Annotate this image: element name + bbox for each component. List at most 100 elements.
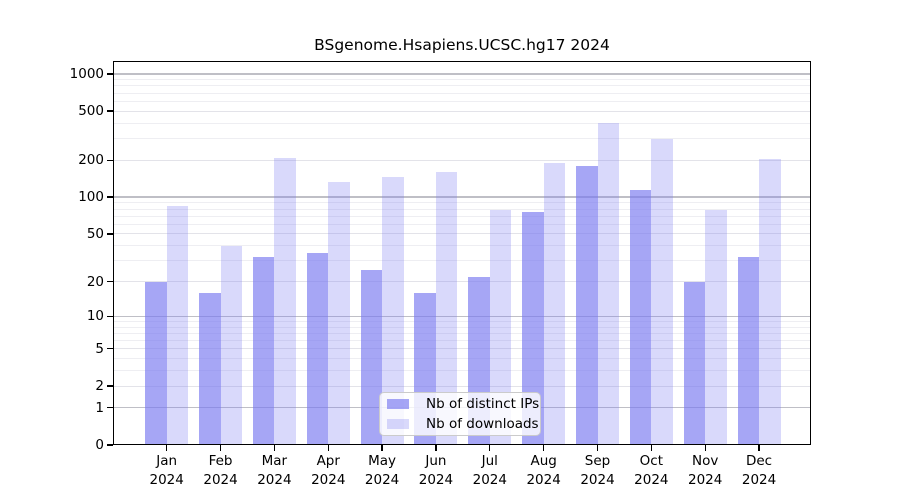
gridline-10: [113, 315, 811, 317]
gridline-100: [113, 196, 811, 198]
bar-downloads-jan: [166, 205, 189, 445]
y-tick-label-200: 200: [78, 152, 104, 169]
bar-ips-may: [360, 270, 383, 445]
bar-downloads-apr: [328, 181, 350, 445]
legend-item-ips: Nb of distinct IPs: [380, 395, 540, 413]
x-tick-label-oct: Oct 2024: [634, 453, 669, 488]
gridline-minor-400: [113, 122, 811, 124]
y-tick-5: [107, 348, 113, 350]
x-tick-label-sep: Sep 2024: [580, 453, 615, 488]
x-tick-label-feb: Feb 2024: [203, 453, 238, 488]
gridline-minor-60: [113, 223, 811, 225]
gridline-minor-700: [113, 92, 811, 94]
legend-swatch-ips: [387, 399, 409, 409]
gridline-minor-7: [113, 332, 811, 334]
x-tick-sep: [596, 445, 599, 451]
bar-ips-sep: [576, 165, 598, 445]
gridline-minor-900: [113, 79, 811, 81]
y-tick-label-100: 100: [78, 189, 104, 206]
bar-downloads-dec: [759, 159, 781, 445]
gridline-1000: [113, 73, 811, 75]
bar-downloads-may: [382, 177, 404, 445]
chart-title: BSgenome.Hsapiens.UCSC.hg17 2024: [314, 36, 610, 54]
y-tick-500: [107, 110, 113, 112]
x-tick-dec: [758, 445, 760, 451]
bar-ips-aug: [522, 212, 544, 445]
x-tick-may: [381, 445, 383, 451]
x-tick-jan: [166, 445, 168, 451]
gridline-minor-70: [113, 215, 811, 217]
x-tick-oct: [650, 445, 653, 451]
bar-downloads-nov: [705, 210, 727, 445]
y-tick-label-10: 10: [86, 308, 104, 325]
plot-area: [113, 61, 811, 445]
bar-downloads-jun: [435, 172, 458, 445]
y-tick-label-50: 50: [86, 225, 104, 242]
gridline-minor-90: [113, 202, 811, 204]
bar-ips-feb: [199, 292, 221, 445]
gridline-minor-4: [113, 358, 811, 360]
bar-downloads-oct: [651, 139, 673, 445]
y-tick-label-2: 2: [95, 378, 104, 394]
y-tick-200: [107, 159, 113, 161]
y-tick-1000: [107, 73, 113, 75]
x-tick-label-may: May 2024: [364, 453, 400, 488]
bar-ips-jan: [145, 281, 167, 445]
legend-label-ips: Nb of distinct IPs: [426, 396, 540, 412]
bar-ips-dec: [737, 257, 760, 445]
legend: Nb of distinct IPs Nb of downloads: [379, 392, 541, 436]
gridline-minor-300: [113, 138, 811, 140]
y-tick-50: [107, 233, 113, 235]
x-tick-label-mar: Mar 2024: [257, 453, 292, 488]
y-tick-label-1: 1: [95, 399, 104, 416]
x-tick-jun: [435, 445, 437, 451]
gridline-minor-40: [113, 245, 811, 247]
y-tick-2: [107, 385, 113, 387]
gridline-5: [113, 348, 811, 350]
x-tick-label-aug: Aug 2024: [526, 453, 561, 488]
y-tick-label-500: 500: [78, 103, 104, 120]
legend-swatch-downloads: [387, 419, 409, 429]
gridline-minor-30: [113, 260, 811, 262]
gridline-200: [113, 159, 811, 161]
gridline-20: [113, 281, 811, 282]
y-tick-label-5: 5: [95, 340, 104, 357]
y-tick-10: [107, 315, 113, 317]
y-tick-0: [107, 444, 113, 446]
y-tick-20: [107, 280, 113, 283]
gridline-minor-3: [113, 370, 811, 372]
legend-item-downloads: Nb of downloads: [380, 415, 540, 433]
bar-ips-oct: [629, 189, 652, 445]
x-tick-label-jun: Jun 2024: [418, 453, 454, 488]
bar-downloads-sep: [597, 123, 619, 445]
x-tick-apr: [327, 445, 329, 451]
gridline-minor-8: [113, 326, 811, 328]
gridline-2: [113, 385, 811, 387]
bars-layer: [113, 61, 811, 445]
gridline-minor-800: [113, 85, 811, 87]
x-tick-label-jan: Jan 2024: [149, 453, 184, 488]
gridline-minor-6: [113, 340, 811, 341]
bar-downloads-jul: [489, 209, 512, 445]
y-tick-100: [107, 196, 113, 198]
gridline-minor-80: [113, 208, 811, 210]
x-tick-aug: [542, 445, 545, 451]
x-tick-label-nov: Nov 2024: [688, 453, 723, 488]
bar-downloads-feb: [220, 245, 243, 445]
bar-ips-mar: [252, 257, 275, 445]
gridline-50: [113, 233, 811, 235]
x-tick-nov: [704, 445, 706, 451]
x-tick-jul: [489, 445, 491, 451]
bar-ips-apr: [306, 252, 329, 445]
y-tick-1: [107, 407, 113, 409]
x-tick-label-jul: Jul 2024: [472, 453, 507, 488]
bar-downloads-aug: [543, 162, 566, 445]
x-tick-label-apr: Apr 2024: [311, 453, 346, 488]
x-tick-feb: [219, 445, 222, 451]
bar-ips-nov: [683, 281, 706, 445]
gridline-minor-9: [113, 320, 811, 322]
legend-label-downloads: Nb of downloads: [426, 416, 539, 432]
x-tick-label-dec: Dec 2024: [741, 453, 777, 488]
y-tick-label-20: 20: [86, 273, 104, 290]
